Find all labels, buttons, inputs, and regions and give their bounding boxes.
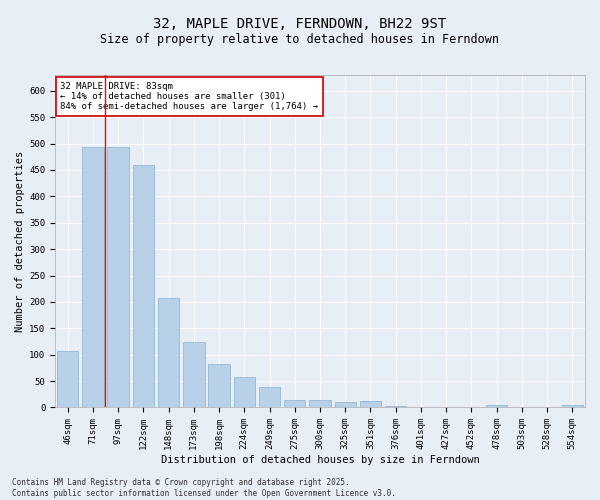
Text: 32, MAPLE DRIVE, FERNDOWN, BH22 9ST: 32, MAPLE DRIVE, FERNDOWN, BH22 9ST [154, 18, 446, 32]
Bar [385, 406, 406, 407]
X-axis label: Distribution of detached houses by size in Ferndown: Distribution of detached houses by size … [161, 455, 479, 465]
Bar [82, 147, 104, 407]
Bar [233, 378, 255, 408]
Bar [360, 401, 381, 407]
Bar [133, 164, 154, 408]
Text: 32 MAPLE DRIVE: 83sqm
← 14% of detached houses are smaller (301)
84% of semi-det: 32 MAPLE DRIVE: 83sqm ← 14% of detached … [61, 82, 319, 112]
Bar [259, 387, 280, 407]
Bar [57, 351, 79, 408]
Bar [335, 402, 356, 407]
Bar [183, 342, 205, 407]
Y-axis label: Number of detached properties: Number of detached properties [15, 150, 25, 332]
Bar [562, 405, 583, 407]
Bar [486, 405, 508, 407]
Bar [208, 364, 230, 408]
Text: Size of property relative to detached houses in Ferndown: Size of property relative to detached ho… [101, 32, 499, 46]
Bar [107, 147, 129, 407]
Bar [309, 400, 331, 407]
Bar [410, 407, 431, 408]
Bar [158, 298, 179, 408]
Text: Contains HM Land Registry data © Crown copyright and database right 2025.
Contai: Contains HM Land Registry data © Crown c… [12, 478, 396, 498]
Bar [284, 400, 305, 407]
